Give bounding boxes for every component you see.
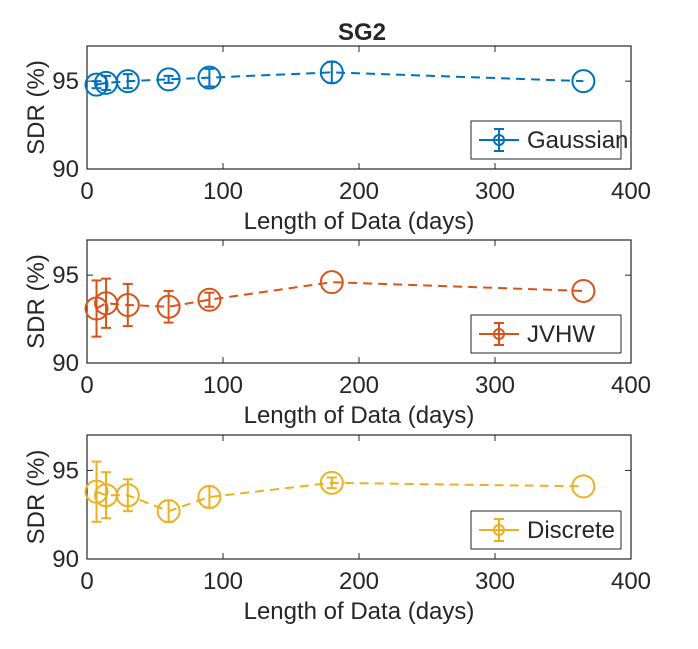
x-tick-label: 0 xyxy=(80,372,93,399)
x-tick-label: 0 xyxy=(80,568,93,595)
y-axis-label: SDR (%) xyxy=(23,450,50,545)
y-axis-label: SDR (%) xyxy=(23,254,50,349)
y-tick-label: 95 xyxy=(52,262,79,289)
data-point xyxy=(115,293,140,318)
data-point xyxy=(197,65,222,90)
y-tick-label: 90 xyxy=(52,350,79,377)
data-point xyxy=(319,60,344,85)
data-point xyxy=(84,72,109,97)
x-axis-label: Length of Data (days) xyxy=(244,208,475,235)
x-tick-label: 200 xyxy=(339,178,379,205)
data-point xyxy=(319,270,344,295)
data-point xyxy=(571,69,596,94)
x-tick-label: 0 xyxy=(80,178,93,205)
data-point xyxy=(197,485,222,509)
data-point xyxy=(197,287,222,312)
x-tick-label: 200 xyxy=(339,372,379,399)
panel-jvhw: 0 100 200 300 400 90 95 Length of Data (days) SD… xyxy=(23,239,651,429)
x-tick-label: 400 xyxy=(611,372,651,399)
data-point xyxy=(156,499,181,524)
y-tick-label: 90 xyxy=(52,156,79,183)
data-point xyxy=(156,67,181,92)
panel-gaussian: 0 100 200 300 400 90 95 Length of Data (days) SD… xyxy=(23,45,651,235)
panels: 0 100 200 300 400 90 95 Length of Data (days) SD… xyxy=(23,45,651,625)
x-tick-label: 100 xyxy=(203,372,243,399)
data-point xyxy=(156,294,181,319)
data-point xyxy=(115,69,140,94)
y-axis-label: SDR (%) xyxy=(23,60,50,155)
legend-label: Discrete xyxy=(527,517,615,544)
data-point xyxy=(571,278,596,303)
legend-marker xyxy=(493,524,505,536)
data-point xyxy=(319,470,344,495)
data-point xyxy=(84,479,109,504)
legend-label: Gaussian xyxy=(527,127,628,154)
data-point xyxy=(115,483,140,508)
x-tick-label: 100 xyxy=(203,568,243,595)
legend: JVHW xyxy=(470,314,622,354)
data-point xyxy=(571,474,596,499)
legend-marker xyxy=(493,134,505,146)
legend: Discrete xyxy=(470,510,622,550)
x-tick-label: 300 xyxy=(475,372,515,399)
x-tick-label: 400 xyxy=(611,178,651,205)
panel-discrete: 0 100 200 300 400 90 95 Length of Data (days) SD… xyxy=(23,434,651,625)
x-tick-label: 400 xyxy=(611,568,651,595)
x-tick-label: 300 xyxy=(475,178,515,205)
x-tick-label: 200 xyxy=(339,568,379,595)
x-axis-label: Length of Data (days) xyxy=(244,402,475,429)
y-tick-label: 95 xyxy=(52,68,79,95)
x-tick-label: 100 xyxy=(203,178,243,205)
y-tick-label: 95 xyxy=(52,457,79,484)
chart-title: SG2 xyxy=(338,19,386,46)
y-tick-label: 90 xyxy=(52,546,79,573)
legend: Gaussian xyxy=(470,120,628,160)
x-tick-label: 300 xyxy=(475,568,515,595)
legend-label: JVHW xyxy=(527,321,595,348)
x-axis-label: Length of Data (days) xyxy=(244,598,475,625)
legend-marker xyxy=(493,328,505,340)
